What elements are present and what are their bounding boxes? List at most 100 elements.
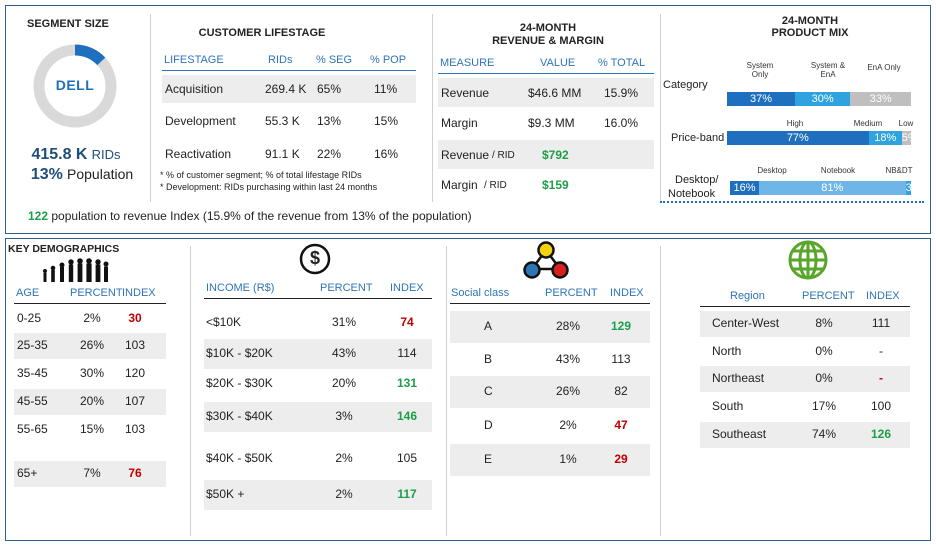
divider	[660, 14, 661, 202]
divider	[432, 14, 433, 202]
col-total: % TOTAL	[598, 57, 646, 69]
measure-cell: Margin	[441, 116, 478, 130]
label-cell: 25-35	[17, 338, 48, 352]
revenue-index-value: 122	[28, 209, 49, 223]
product-mix-title-1: 24-MONTH	[781, 15, 839, 27]
segment-donut	[33, 44, 117, 128]
table-cell: 65%	[317, 82, 342, 96]
priceband-label: Price-band	[671, 132, 725, 144]
table-row: $40K - $50K 2% 105	[204, 444, 432, 474]
table-row: 55-65 15% 103	[14, 417, 166, 443]
index-cell: 105	[396, 451, 418, 465]
table-row: 65+ 7% 76	[14, 461, 166, 487]
label-cell: Southeast	[712, 427, 767, 441]
index-cell: 129	[610, 319, 632, 333]
bar-segment: 5%	[901, 131, 918, 145]
revenue-index-text: population to revenue Index (15.9% of th…	[51, 209, 472, 223]
col-income: INCOME (R$)	[206, 282, 275, 294]
people-icon	[43, 258, 109, 282]
label-cell: 35-45	[17, 366, 48, 380]
divider	[150, 14, 151, 202]
label-cell: $20K - $30K	[206, 376, 273, 390]
label-cell: C	[484, 384, 493, 398]
rids-summary: 415.8 K RIDs	[18, 146, 134, 164]
desktop-label-1: Desktop/	[675, 174, 719, 186]
legend-low: Low	[898, 119, 914, 128]
index-cell: 30	[128, 311, 142, 325]
lifestage-note-2: * Development: RIDs purchasing within la…	[160, 182, 378, 192]
table-row: 25-35 26% 103	[14, 333, 166, 359]
donut-arc	[33, 44, 117, 128]
table-row: Center-West 8% 111	[700, 311, 910, 337]
category-bar: 37% 30% 33%	[727, 92, 911, 106]
measure-cell: Revenue	[441, 86, 490, 100]
table-cell: 269.4 K	[265, 82, 307, 96]
label-cell: B	[484, 352, 493, 366]
index-cell: 107	[124, 394, 146, 408]
age-header: AGE PERCENT INDEX	[14, 287, 166, 304]
value-cell: $159	[542, 178, 569, 192]
label-cell: 65+	[17, 466, 38, 480]
label-cell: 45-55	[17, 394, 48, 408]
rids-value: 415.8 K	[31, 146, 88, 163]
revenue-title-2: REVENUE & MARGIN	[492, 35, 604, 47]
category-label: Category	[663, 79, 708, 91]
index-cell: 117	[397, 487, 417, 501]
index-cell: -	[879, 371, 883, 385]
percent-cell: 2%	[83, 311, 101, 325]
table-cell: 11%	[374, 82, 398, 96]
percent-cell: 0%	[815, 344, 833, 358]
label-cell: A	[484, 319, 493, 333]
social-header: Social class PERCENT INDEX	[450, 287, 650, 304]
col-lifestage: LIFESTAGE	[164, 54, 224, 66]
label-cell: $30K - $40K	[206, 409, 273, 423]
dell-logo: DELL	[55, 77, 95, 93]
col-index: INDEX	[610, 287, 644, 299]
label-cell: 0-25	[17, 311, 42, 325]
col-percent: PERCENT	[70, 287, 123, 299]
label-cell: <$10K	[206, 315, 242, 329]
table-row: Northeast 0% -	[700, 366, 910, 392]
col-percent: PERCENT	[320, 282, 373, 294]
label-cell: North	[712, 344, 742, 358]
table-row: $30K - $40K 3% 146	[204, 402, 432, 432]
bar-segment: 30%	[795, 92, 851, 106]
col-percent: PERCENT	[802, 290, 855, 302]
table-row: $20K - $30K 20% 131	[204, 369, 432, 399]
measure-cell: Revenue	[441, 148, 490, 162]
index-cell: 111	[871, 316, 891, 330]
index-cell: 131	[396, 376, 418, 390]
index-cell: 113	[611, 352, 631, 366]
table-cell: 15%	[374, 114, 399, 128]
dotted-rule	[660, 201, 924, 203]
table-cell: 55.3 K	[265, 114, 300, 128]
legend-medium: Medium	[853, 119, 883, 128]
revenue-title-1: 24-MONTH	[519, 22, 577, 34]
table-row: C 26% 82	[450, 376, 650, 408]
percent-cell: 15.9%	[604, 86, 639, 100]
table-row: 35-45 30% 120	[14, 361, 166, 387]
percent-cell: 31%	[331, 315, 357, 329]
table-row: North 0% -	[700, 339, 910, 365]
table-row: Reactivation 91.1 K 22% 16%	[162, 140, 416, 168]
label-cell: D	[484, 418, 493, 432]
table-cell: Development	[165, 114, 236, 128]
table-row: D 2% 47	[450, 410, 650, 442]
percent-cell: 2%	[335, 487, 353, 501]
legend-notebook: Notebook	[820, 166, 856, 175]
index-cell: 103	[124, 338, 146, 352]
index-cell: 114	[397, 346, 417, 360]
segment-size-title: SEGMENT SIZE	[27, 18, 109, 30]
table-row: $10K - $20K 43% 114	[204, 339, 432, 369]
table-cell: 16%	[374, 147, 399, 161]
table-row: Development 55.3 K 13% 15%	[162, 107, 416, 135]
percent-cell: 26%	[79, 338, 105, 352]
col-percent: PERCENT	[545, 287, 598, 299]
region-header: Region PERCENT INDEX	[700, 290, 910, 307]
label-cell: $50K +	[206, 487, 245, 501]
table-row: $50K + 2% 117	[204, 480, 432, 510]
index-cell: -	[879, 344, 883, 358]
index-cell: 47	[614, 418, 628, 432]
label-cell: Center-West	[712, 316, 780, 330]
rids-label: RIDs	[91, 147, 121, 162]
